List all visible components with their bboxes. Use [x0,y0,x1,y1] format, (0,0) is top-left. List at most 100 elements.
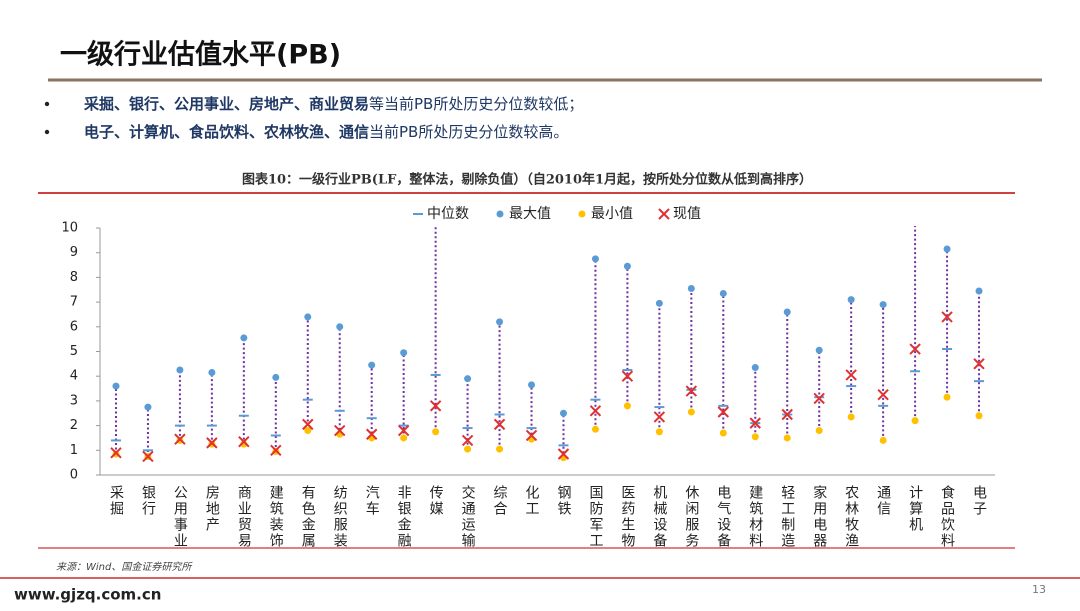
footer-site: www.gjzq.com.cn [14,586,161,604]
x-mark [365,428,378,440]
dot-mark [591,425,599,433]
x-mark [525,429,538,442]
x-mark [941,311,953,323]
x-mark [685,385,698,397]
dot-mark [751,364,759,372]
dot-mark [496,318,504,326]
dot-mark [655,428,663,436]
x-tick-label: 食品饮料 [939,484,955,549]
x-mark [397,424,410,437]
legend-label: 最小值 [591,206,633,222]
y-tick-label: 7 [70,295,78,310]
x-mark [845,369,857,381]
legend-label: 中位数 [427,206,469,222]
x-mark [749,417,761,429]
dot-mark [400,349,408,357]
source: 来源：Wind、国金证券研究所 [56,561,193,573]
dot-mark [623,262,631,270]
dot-mark [464,375,472,383]
x-tick-label: 计算机 [907,485,923,533]
x-tick-label: 国防军工 [587,485,603,549]
dot-mark [304,427,312,435]
bullet-dot [44,129,50,135]
dot-mark [751,433,759,441]
y-tick-label: 8 [70,270,78,285]
x-tick-label: 通信 [875,485,891,517]
dot-mark [240,334,248,342]
legend-label: 现值 [673,206,701,222]
x-tick-label: 休闲服务 [683,485,699,549]
x-tick-label: 化工 [524,485,540,517]
x-tick-label: 非银金融 [396,485,412,549]
y-tick-label: 4 [70,369,78,384]
dot-mark [623,402,631,410]
dot-mark [272,373,280,381]
y-tick-label: 9 [70,245,78,260]
x-tick-label: 交通运输 [460,484,476,549]
dot-mark [655,299,663,307]
dot-mark [687,285,695,293]
dot-mark [112,382,120,390]
x-tick-label: 轻工制造 [779,485,795,549]
x-mark [270,444,282,457]
x-mark [302,418,314,431]
x-tick-label: 银行 [140,485,156,517]
dot-mark [578,210,586,218]
bullet: 电子、计算机、食品饮料、农林牧渔、通信当前PB所处历史分位数较高。 [84,123,568,141]
x-mark [973,358,985,370]
dot-mark [368,361,376,369]
x-tick-label: 房地产 [204,485,220,533]
y-tick-label: 3 [70,393,78,408]
dot-mark [815,427,823,435]
dot-mark [144,403,152,411]
y-tick-label: 2 [70,418,78,433]
x-tick-label: 建筑装饰 [268,485,284,549]
dot-mark [943,393,951,401]
x-tick-label: 有色金属 [300,485,316,549]
x-tick-label: 机械设备 [651,485,667,549]
dot-mark [879,436,887,444]
x-mark [334,424,346,437]
y-tick-label: 6 [70,319,78,334]
dot-mark [559,409,567,417]
y-tick-label: 5 [70,344,78,359]
dot-mark [528,381,536,389]
dot-mark [464,445,472,453]
x-tick-label: 医药生物 [619,485,635,549]
dot-mark [432,428,440,436]
x-mark [658,208,670,220]
x-tick-label: 采掘 [108,485,124,517]
y-tick-label: 10 [61,221,78,236]
dot-mark [304,313,312,321]
plot [110,226,985,463]
x-mark [589,405,602,417]
bullet-dot [44,101,50,107]
x-tick-label: 钢铁 [555,485,571,517]
bullet-bold: 电子、计算机、食品饮料、农林牧渔、通信 [84,123,369,141]
x-tick-label: 农林牧渔 [843,485,859,549]
x-mark [717,406,730,418]
x-mark [238,435,250,448]
dot-mark [719,429,727,437]
x-tick-label: 公用事业 [172,485,188,549]
x-tick-label: 家用电器 [811,484,827,549]
x-mark [206,437,218,449]
x-mark [493,418,506,431]
x-tick-label: 汽车 [364,485,380,517]
dot-mark [687,408,695,416]
dot-mark [911,417,919,425]
x-mark [429,400,442,412]
dot-mark [336,323,344,331]
bullet-text: 当前PB所处历史分位数较高。 [369,123,568,141]
x-mark [813,392,825,405]
x-mark [557,448,570,460]
x-mark [142,450,154,463]
dot-mark [783,434,791,442]
x-tick-label: 建筑材料 [747,485,763,549]
x-tick-label: 商业贸易 [236,485,252,549]
bullet: 采掘、银行、公用事业、房地产、商业贸易等当前PB所处历史分位数较低； [83,95,583,113]
y-tick-label: 0 [70,468,78,483]
page-number: 13 [1032,583,1046,596]
